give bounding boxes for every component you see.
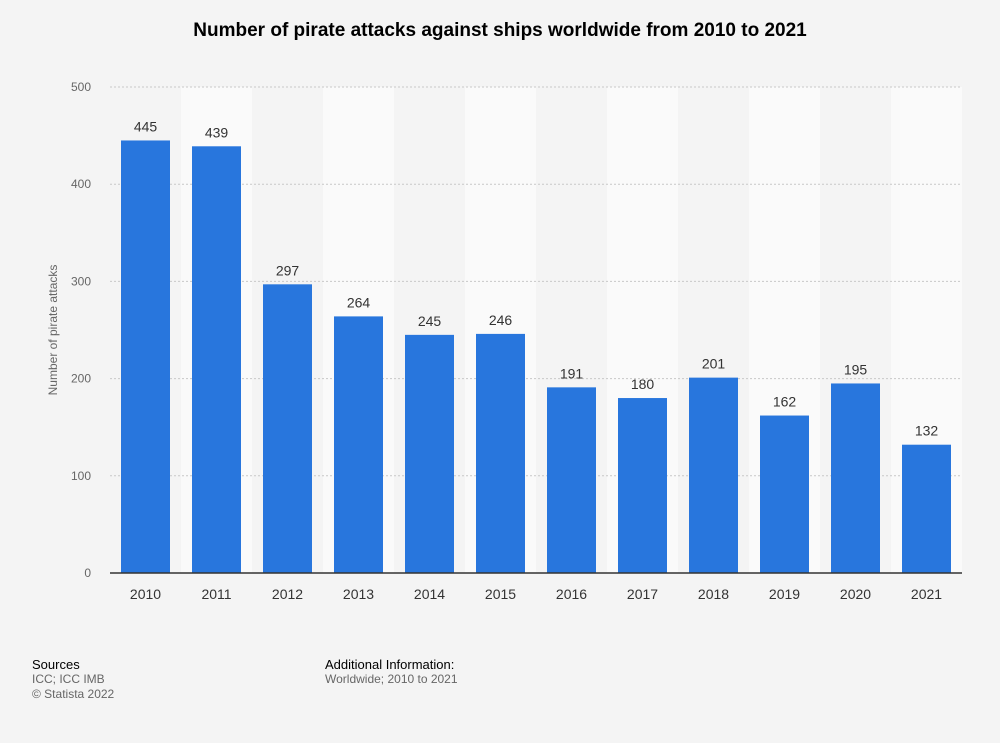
y-tick-label: 500 <box>71 80 91 94</box>
sources-block: Sources ICC; ICC IMB © Statista 2022 <box>32 657 114 702</box>
data-label: 246 <box>489 312 513 328</box>
data-label: 445 <box>134 118 158 134</box>
data-label: 245 <box>418 313 442 329</box>
x-tick-label: 2011 <box>201 586 231 602</box>
x-tick-label: 2017 <box>627 586 658 602</box>
sources-heading: Sources <box>32 657 80 672</box>
data-label: 195 <box>844 361 868 377</box>
x-tick-label: 2013 <box>343 586 374 602</box>
sources-text[interactable]: ICC; ICC IMB <box>32 672 105 686</box>
bar <box>547 387 596 573</box>
y-tick-label: 100 <box>71 469 91 483</box>
data-label: 191 <box>560 365 584 381</box>
y-tick-label: 300 <box>71 274 91 288</box>
x-tick-label: 2012 <box>272 586 303 602</box>
x-tick-label: 2021 <box>911 586 942 602</box>
y-tick-label: 200 <box>71 372 91 386</box>
bar <box>476 333 525 573</box>
bar <box>405 334 454 573</box>
data-label: 162 <box>773 394 797 410</box>
x-tick-label: 2016 <box>556 586 587 602</box>
x-tick-label: 2015 <box>485 586 516 602</box>
bar <box>618 398 667 573</box>
x-tick-label: 2018 <box>698 586 729 602</box>
x-tick-label: 2019 <box>769 586 800 602</box>
y-axis-label: Number of pirate attacks <box>46 265 60 396</box>
data-label: 201 <box>702 356 726 372</box>
y-tick-label: 400 <box>71 177 91 191</box>
additional-info-block: Additional Information: Worldwide; 2010 … <box>325 657 458 687</box>
chart-title: Number of pirate attacks against ships w… <box>193 20 807 41</box>
additional-info-text: Worldwide; 2010 to 2021 <box>325 672 458 686</box>
x-tick-label: 2010 <box>130 586 161 602</box>
bar-chart: 0 100 200 300 400 500 445 2010 439 2011 297 2012 264… <box>46 80 962 602</box>
bar <box>334 316 383 573</box>
y-tick-label: 0 <box>84 566 91 580</box>
data-label: 297 <box>276 262 300 278</box>
x-tick-label: 2020 <box>840 586 871 602</box>
bar <box>760 415 809 573</box>
bar <box>902 444 951 573</box>
bar <box>831 383 880 573</box>
bar <box>689 377 738 573</box>
bar <box>263 284 312 573</box>
data-label: 439 <box>205 124 229 140</box>
bar <box>121 140 170 573</box>
copyright-text: © Statista 2022 <box>32 687 115 701</box>
data-label: 264 <box>347 294 371 310</box>
bar <box>192 146 241 574</box>
x-tick-label: 2014 <box>414 586 445 602</box>
additional-info-heading: Additional Information: <box>325 657 455 672</box>
data-label: 132 <box>915 423 939 439</box>
data-label: 180 <box>631 376 655 392</box>
